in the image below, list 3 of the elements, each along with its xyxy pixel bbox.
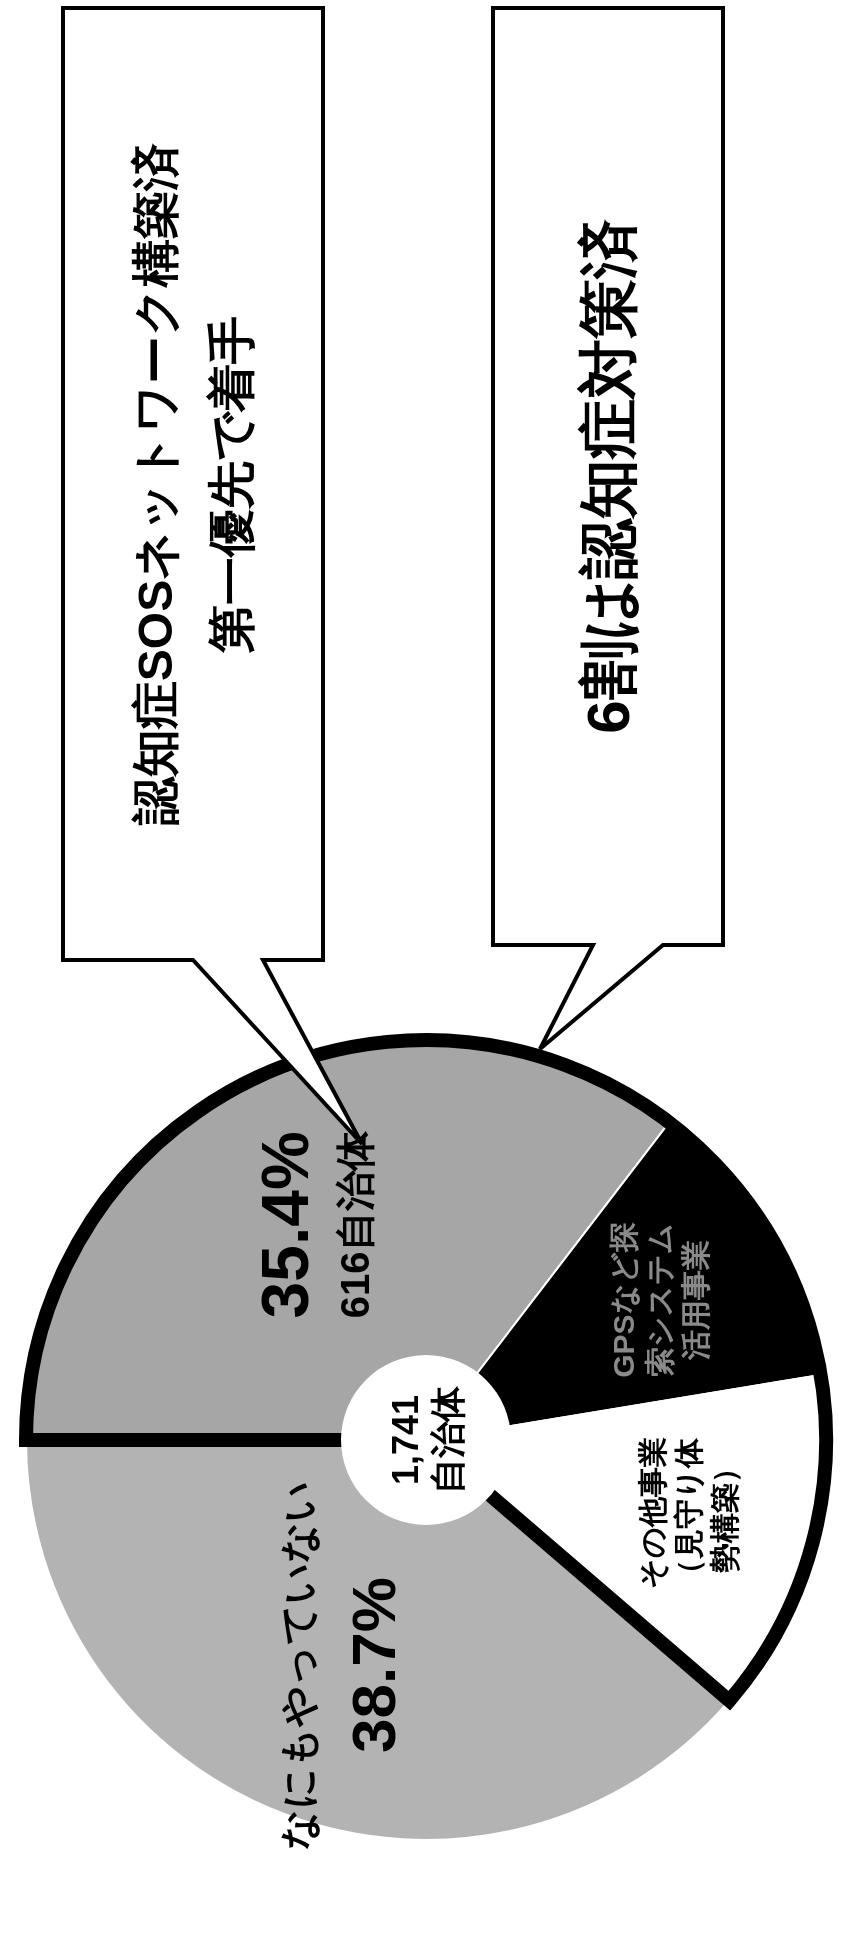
annotation: 6割は認知症対策済 <box>574 219 642 734</box>
annotation: 認知症SOSネットワーク構築済第一優先で着手 <box>128 142 258 826</box>
annotation: 1,741 自治体 <box>384 1386 468 1494</box>
